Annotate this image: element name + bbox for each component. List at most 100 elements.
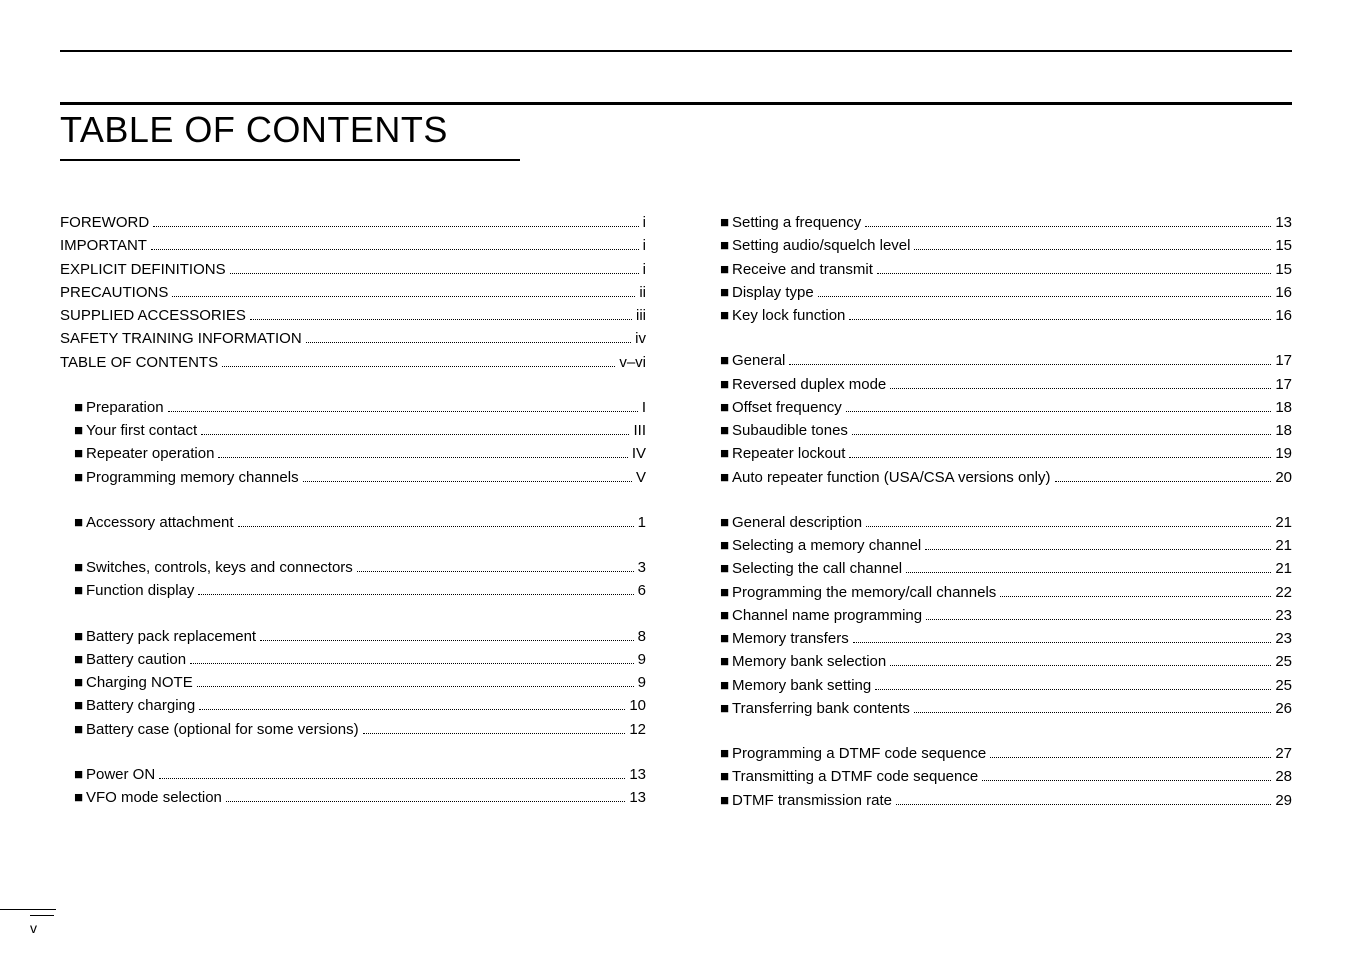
toc-entry: ■ Receive and transmit 15 — [706, 258, 1292, 281]
toc-label: Accessory attachment — [86, 511, 234, 534]
toc-leader-dots — [363, 733, 626, 734]
toc-entry: ■ Memory transfers 23 — [706, 627, 1292, 650]
toc-entry: ■ Subaudible tones 18 — [706, 419, 1292, 442]
toc-entry: ■ Auto repeater function (USA/CSA versio… — [706, 466, 1292, 489]
toc-entry: ■ Key lock function 16 — [706, 304, 1292, 327]
toc-leader-dots — [914, 712, 1271, 713]
bullet-marker: ■ — [74, 442, 86, 465]
bullet-marker: ■ — [720, 789, 732, 812]
toc-label: General description — [732, 511, 862, 534]
toc-entry: ■ Power ON 13 — [60, 763, 646, 786]
toc-label: Repeater operation — [86, 442, 214, 465]
toc-leader-dots — [865, 226, 1271, 227]
toc-page: 1 — [638, 511, 646, 534]
toc-leader-dots — [846, 411, 1272, 412]
toc-label: SUPPLIED ACCESSORIES — [60, 304, 246, 327]
toc-page: 25 — [1275, 674, 1292, 697]
section-gap — [706, 327, 1292, 349]
bullet-marker: ■ — [720, 304, 732, 327]
toc-entry: ■ Accessory attachment 1 — [60, 511, 646, 534]
toc-page: iv — [635, 327, 646, 350]
toc-page: 13 — [629, 786, 646, 809]
bullet-marker: ■ — [720, 211, 732, 234]
toc-label: Memory transfers — [732, 627, 849, 650]
toc-page: 12 — [629, 718, 646, 741]
toc-leader-dots — [818, 296, 1272, 297]
toc-page: 16 — [1275, 281, 1292, 304]
toc-page: 22 — [1275, 581, 1292, 604]
toc-entry: ■ Setting a frequency 13 — [706, 211, 1292, 234]
bullet-marker: ■ — [720, 419, 732, 442]
toc-page: I — [642, 396, 646, 419]
toc-label: General — [732, 349, 785, 372]
toc-label: Battery pack replacement — [86, 625, 256, 648]
bullet-marker: ■ — [720, 373, 732, 396]
toc-entry: SAFETY TRAINING INFORMATION iv — [60, 327, 646, 350]
bullet-marker: ■ — [74, 671, 86, 694]
toc-entry: ■ Programming a DTMF code sequence 27 — [706, 742, 1292, 765]
bullet-marker: ■ — [720, 349, 732, 372]
toc-leader-dots — [982, 780, 1271, 781]
toc-entry: ■ Battery charging 10 — [60, 694, 646, 717]
toc-page: V — [636, 466, 646, 489]
toc-label: Charging NOTE — [86, 671, 193, 694]
bullet-marker: ■ — [74, 648, 86, 671]
toc-label: EXPLICIT DEFINITIONS — [60, 258, 226, 281]
toc-entry: ■ Channel name programming 23 — [706, 604, 1292, 627]
toc-label: Programming the memory/call channels — [732, 581, 996, 604]
bullet-marker: ■ — [74, 718, 86, 741]
toc-leader-dots — [890, 665, 1271, 666]
toc-page: 15 — [1275, 258, 1292, 281]
toc-entry: ■ Repeater operation IV — [60, 442, 646, 465]
right-column: ■ Setting a frequency 13■ Setting audio/… — [706, 211, 1292, 812]
toc-label: Function display — [86, 579, 194, 602]
toc-leader-dots — [153, 226, 638, 227]
toc-leader-dots — [199, 709, 625, 710]
bullet-marker: ■ — [74, 763, 86, 786]
toc-label: Programming memory channels — [86, 466, 299, 489]
toc-leader-dots — [230, 273, 639, 274]
bullet-marker: ■ — [74, 694, 86, 717]
toc-entry: ■ Transmitting a DTMF code sequence 28 — [706, 765, 1292, 788]
toc-page: i — [643, 234, 646, 257]
toc-label: Battery charging — [86, 694, 195, 717]
left-column: FOREWORD iIMPORTANT iEXPLICIT DEFINITION… — [60, 211, 646, 812]
toc-page: IV — [632, 442, 646, 465]
bullet-marker: ■ — [74, 786, 86, 809]
toc-entry: ■ Display type 16 — [706, 281, 1292, 304]
toc-page: 25 — [1275, 650, 1292, 673]
toc-page: 27 — [1275, 742, 1292, 765]
bullet-marker: ■ — [720, 466, 732, 489]
toc-page: i — [643, 211, 646, 234]
toc-page: 21 — [1275, 511, 1292, 534]
toc-page: 10 — [629, 694, 646, 717]
bullet-marker: ■ — [720, 281, 732, 304]
toc-label: Your first contact — [86, 419, 197, 442]
toc-label: Setting audio/squelch level — [732, 234, 910, 257]
toc-label: Key lock function — [732, 304, 845, 327]
toc-label: Power ON — [86, 763, 155, 786]
bullet-marker: ■ — [720, 534, 732, 557]
toc-leader-dots — [238, 526, 634, 527]
toc-page: 21 — [1275, 534, 1292, 557]
toc-page: 15 — [1275, 234, 1292, 257]
toc-page: 23 — [1275, 627, 1292, 650]
toc-label: Transferring bank contents — [732, 697, 910, 720]
toc-label: Battery caution — [86, 648, 186, 671]
toc-entry: ■ Charging NOTE 9 — [60, 671, 646, 694]
toc-leader-dots — [896, 804, 1271, 805]
bullet-marker: ■ — [74, 419, 86, 442]
page-number-rule — [0, 909, 56, 910]
toc-leader-dots — [190, 663, 634, 664]
toc-label: VFO mode selection — [86, 786, 222, 809]
toc-entry: ■ Selecting a memory channel 21 — [706, 534, 1292, 557]
bullet-marker: ■ — [720, 604, 732, 627]
bullet-marker: ■ — [720, 581, 732, 604]
title-underline — [60, 159, 520, 161]
toc-leader-dots — [926, 619, 1271, 620]
toc-leader-dots — [226, 801, 625, 802]
toc-leader-dots — [1000, 596, 1271, 597]
toc-page: 13 — [1275, 211, 1292, 234]
toc-label: Setting a frequency — [732, 211, 861, 234]
toc-entry: ■ Reversed duplex mode 17 — [706, 373, 1292, 396]
